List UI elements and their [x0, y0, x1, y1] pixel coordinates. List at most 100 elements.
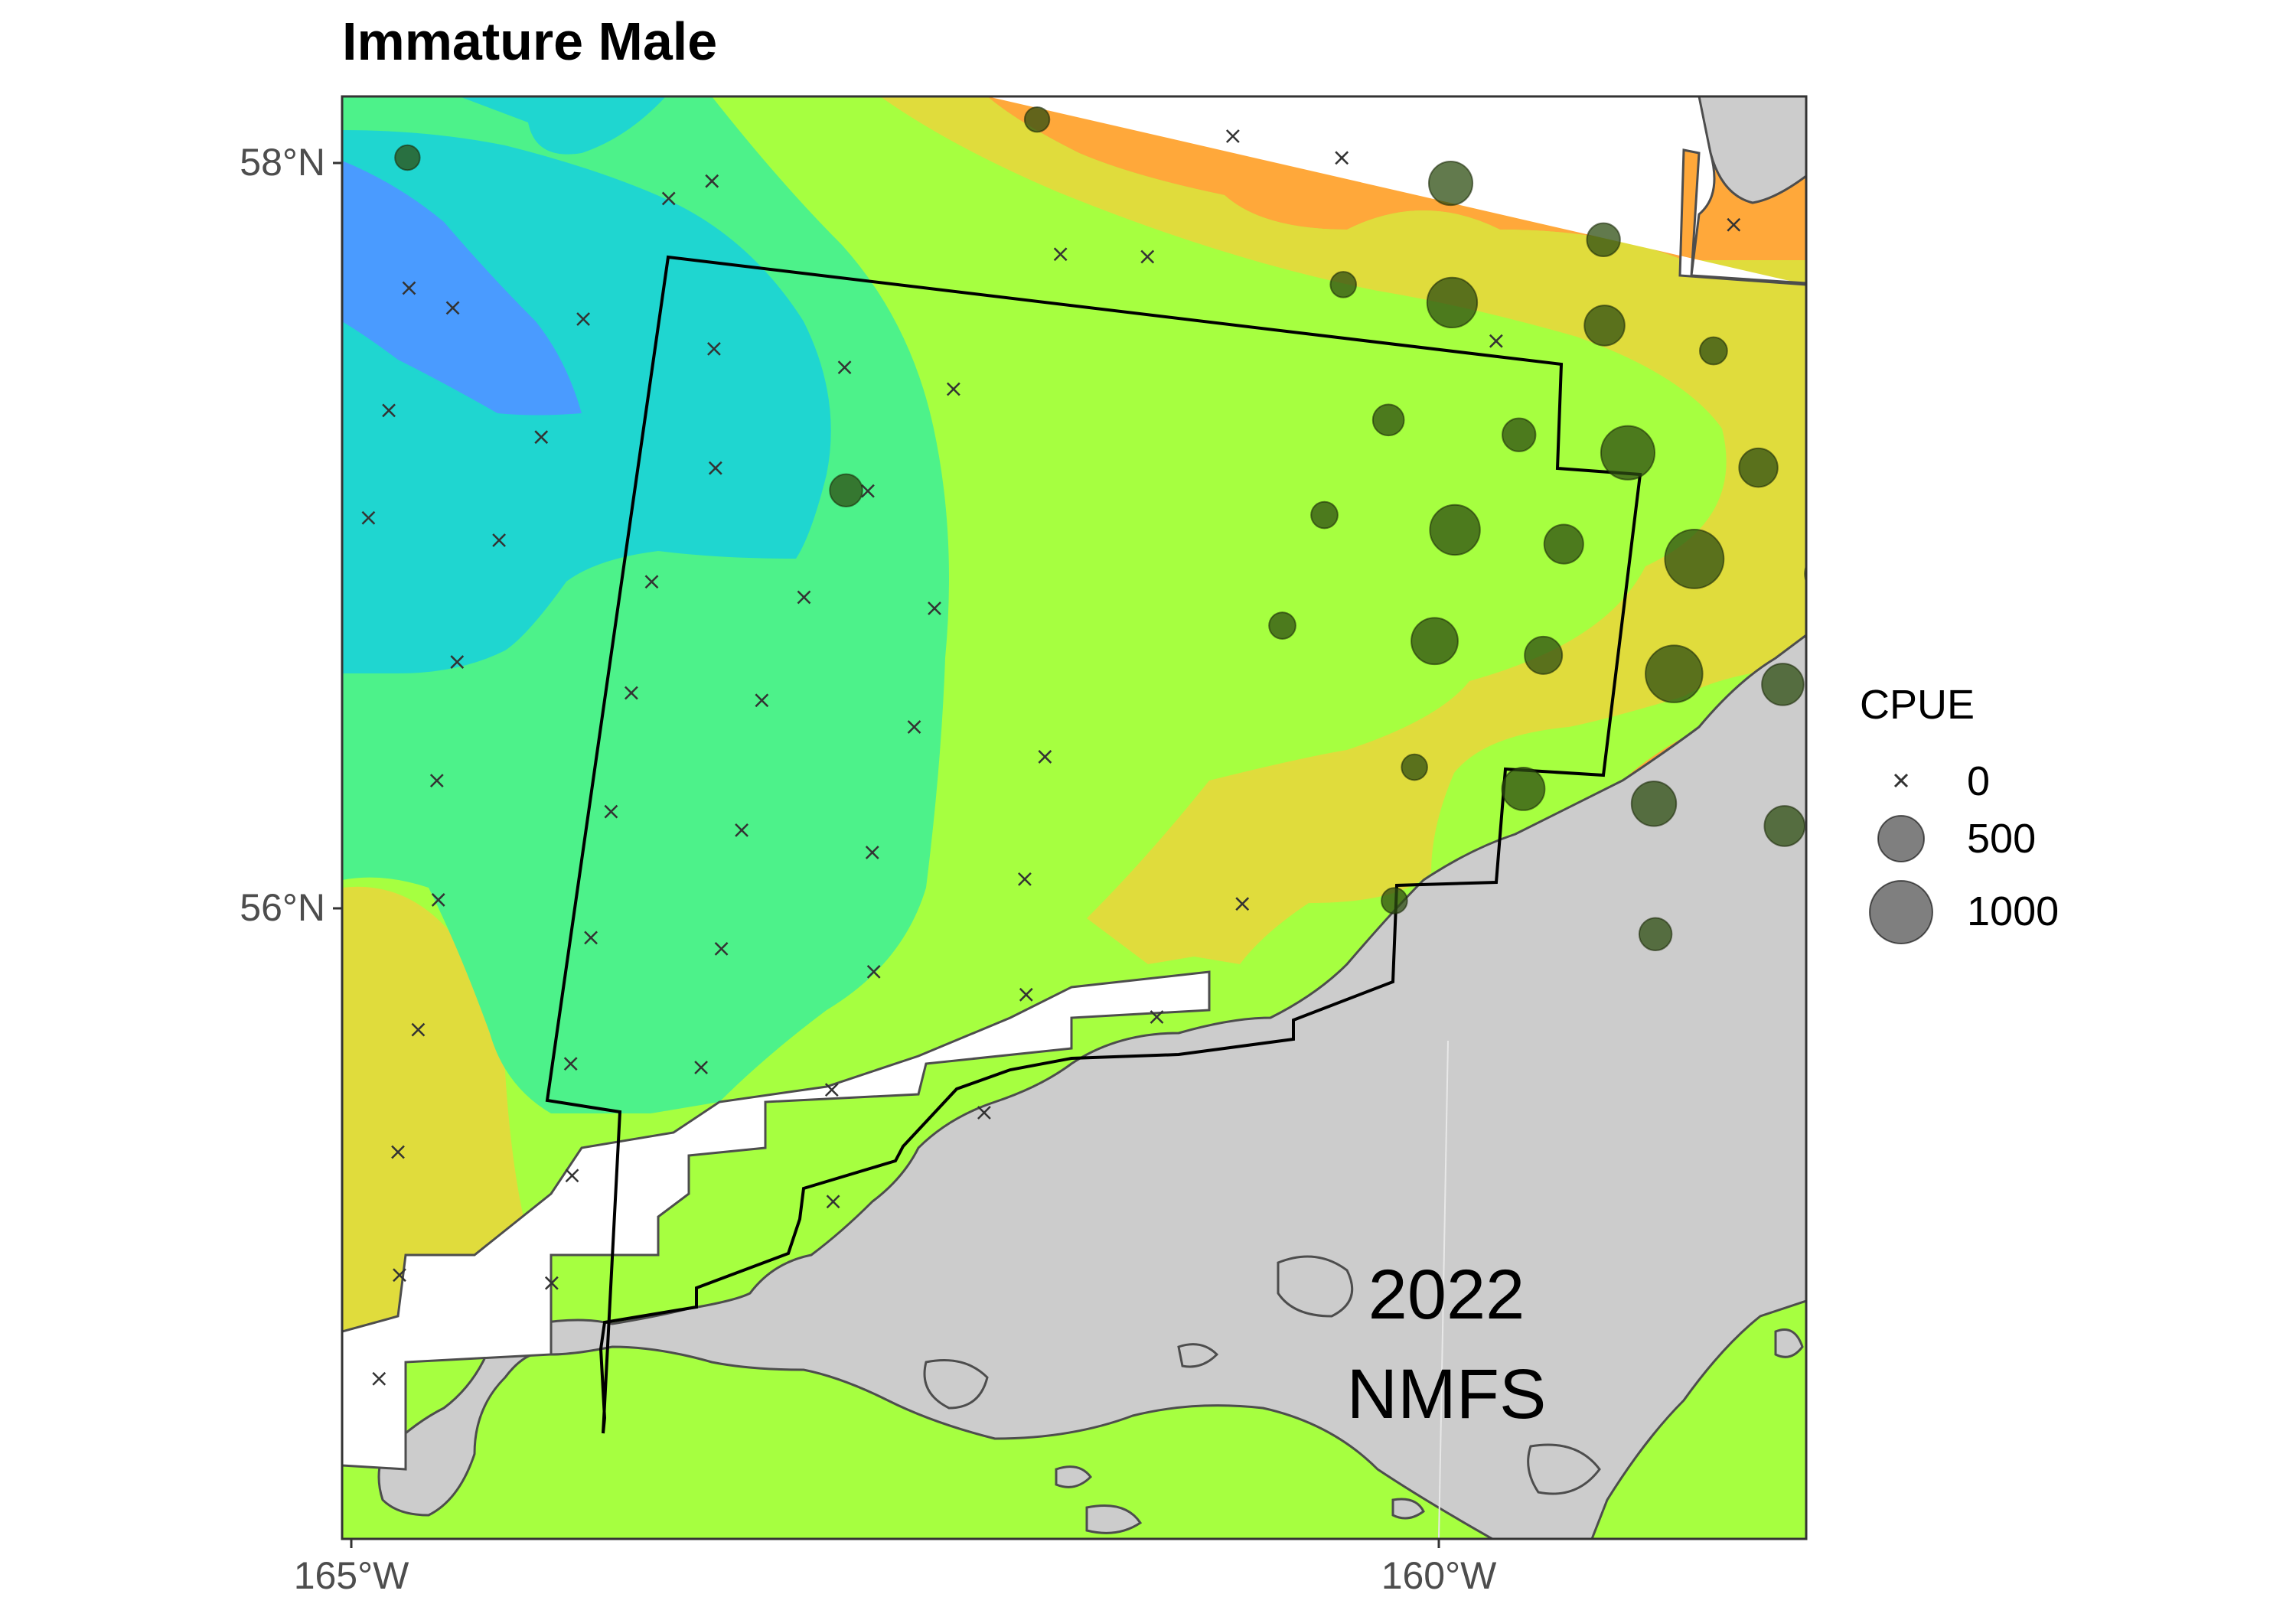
- zero-catch-marker: [544, 1276, 559, 1290]
- cpue-bubble: [1942, 575, 1969, 602]
- zero-catch-marker: [576, 312, 590, 326]
- zero-catch-marker: [837, 360, 852, 375]
- zero-catch-marker: [861, 484, 875, 498]
- zero-catch-marker: [1235, 897, 1250, 911]
- zero-catch-marker: [492, 533, 506, 547]
- zero-catch-marker: [1866, 833, 1878, 846]
- island-7: [1177, 1343, 1219, 1368]
- zero-catch-marker: [604, 804, 618, 819]
- island-2: [923, 1359, 989, 1410]
- zero-catch-marker: [584, 931, 598, 945]
- zero-catch-marker: [1019, 987, 1033, 1002]
- cyan-zone: [342, 96, 831, 673]
- cpue-bubble: [1023, 106, 1051, 133]
- cpue-bubble: [2072, 487, 2098, 513]
- zero-catch-marker: [382, 403, 396, 418]
- plot-title: Immature Male: [342, 11, 718, 71]
- zero-catch-marker: [683, 73, 695, 86]
- zero-catch-marker: [2017, 733, 2029, 745]
- zero-catch-markers: [361, 73, 2029, 1386]
- zero-catch-marker: [1727, 217, 1741, 232]
- legend-key-500: [1877, 815, 1925, 862]
- x-tick-label-160w: 160°W: [1381, 1554, 1497, 1597]
- y-tick-label-58n: 58°N: [240, 141, 325, 184]
- island-6: [1774, 1328, 1804, 1358]
- survey-district-boundary: [545, 255, 1642, 1434]
- legend-label-0: 0: [1967, 758, 1991, 804]
- zero-catch-marker: [1150, 1010, 1164, 1024]
- zero-catch-marker: [661, 191, 676, 206]
- unsurveyed-south: [342, 970, 1211, 1471]
- cpue-bubble: [1763, 805, 1805, 847]
- cpue-bubble: [829, 473, 863, 508]
- cpue-bubble: [1501, 766, 1546, 811]
- cpue-bubble: [1699, 336, 1728, 366]
- panel-border: [341, 95, 1808, 1540]
- cpue-bubble: [1429, 504, 1481, 556]
- zero-catch-marker: [797, 590, 811, 605]
- legend-key-1000: [1869, 880, 1933, 944]
- yellow-zone-east: [880, 96, 1806, 964]
- legend-label-1000: 1000: [1967, 888, 2060, 934]
- zero-catch-marker: [1140, 249, 1155, 264]
- cpue-bubble: [1936, 465, 1973, 503]
- zero-catch-marker: [644, 575, 659, 589]
- cpue-bubble: [1583, 305, 1626, 347]
- legend-label-500: 500: [1967, 816, 2037, 862]
- legend-key-zero: [1893, 773, 1909, 788]
- zero-catch-marker: [1038, 750, 1052, 764]
- cpue-bubble: [1586, 222, 1621, 257]
- zero-catch-marker: [826, 1195, 840, 1209]
- cpue-bubble: [1426, 276, 1479, 329]
- graticule-160w: [1438, 1040, 1449, 1540]
- annotation-agency: NMFS: [1346, 1355, 1547, 1433]
- zero-catch-marker: [928, 601, 941, 615]
- zero-catch-marker: [735, 823, 748, 837]
- cpue-bubble: [1411, 617, 1459, 666]
- cpue-bubble: [1401, 753, 1428, 781]
- cpue-bubble: [1738, 447, 1779, 488]
- zero-catch-marker: [393, 1268, 406, 1283]
- zero-catch-marker: [1858, 241, 1870, 253]
- cpue-bubble: [1268, 611, 1296, 640]
- annotation-year: 2022: [1368, 1256, 1525, 1334]
- zero-catch-marker: [429, 774, 444, 787]
- x-tick-label-165w: 165°W: [293, 1554, 409, 1597]
- zero-catch-marker: [361, 510, 376, 525]
- cpue-bubble: [1427, 160, 1474, 207]
- zero-catch-marker: [714, 942, 729, 956]
- y-tick-label-56n: 56°N: [240, 886, 325, 929]
- cpue-bubble: [1630, 781, 1678, 827]
- zero-catch-marker: [866, 964, 881, 979]
- zero-catch-marker: [946, 382, 960, 396]
- zero-catch-marker: [391, 1145, 405, 1159]
- island-4: [1085, 1504, 1143, 1534]
- cpue-bubble: [1645, 644, 1704, 703]
- zero-catch-marker: [907, 720, 921, 734]
- legend-keys: [1869, 773, 1933, 944]
- zero-catch-marker: [563, 1057, 578, 1071]
- zero-catch-marker: [1971, 609, 1984, 621]
- legend-title: CPUE: [1860, 682, 1975, 728]
- zero-catch-marker: [824, 1083, 839, 1097]
- cpue-bubble: [1329, 271, 1357, 298]
- cpue-bubbles: [394, 106, 2098, 951]
- island-3: [1527, 1443, 1601, 1495]
- zero-catch-marker: [1018, 872, 1032, 886]
- island-8: [1055, 1465, 1092, 1488]
- zero-catch-marker: [705, 174, 719, 188]
- blue-zone: [342, 161, 582, 416]
- zero-catch-marker: [450, 655, 465, 669]
- zero-catch-marker: [411, 1022, 426, 1037]
- island-5: [1391, 1498, 1425, 1520]
- cpue-bubble: [1638, 917, 1673, 951]
- cpue-bubble: [1543, 523, 1584, 565]
- zero-catch-marker: [865, 846, 879, 859]
- cpue-bubble: [1761, 663, 1805, 706]
- alaska-peninsula: [377, 634, 1806, 1539]
- zero-catch-marker: [445, 301, 460, 315]
- cpue-bubble: [1664, 529, 1725, 589]
- zero-catch-marker: [534, 430, 549, 445]
- cpue-bubble: [1600, 425, 1656, 481]
